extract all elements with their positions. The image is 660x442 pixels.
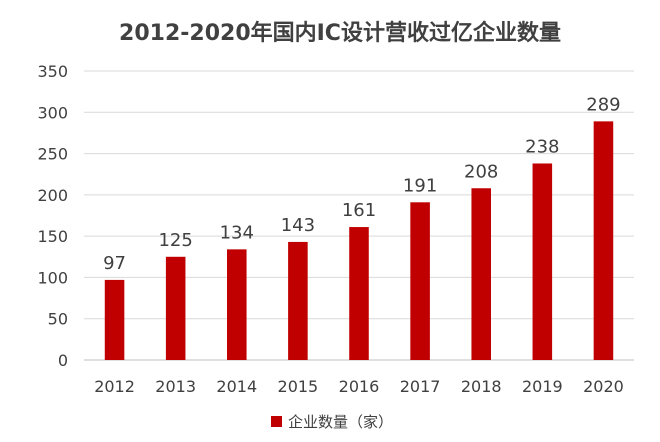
y-tick-label: 200 xyxy=(37,186,68,205)
y-tick-label: 0 xyxy=(58,351,68,370)
bar-series xyxy=(104,121,614,361)
bar-2013 xyxy=(165,256,186,360)
x-tick-label-2016: 2016 xyxy=(339,377,380,396)
legend-label: 企业数量（家） xyxy=(288,413,393,431)
data-label-2012: 97 xyxy=(103,253,126,274)
data-labels: 97 125 134 143 161 191 208 238 289 xyxy=(103,94,621,274)
x-tick-label-2018: 2018 xyxy=(461,377,502,396)
data-label-2016: 161 xyxy=(342,200,376,221)
y-tick-label: 350 xyxy=(37,62,68,81)
x-tick-label-2015: 2015 xyxy=(278,377,319,396)
x-tick-label-2014: 2014 xyxy=(216,377,257,396)
data-label-2020: 289 xyxy=(586,94,620,115)
y-axis-tick-labels: 0 50 100 150 200 250 300 350 xyxy=(37,62,68,370)
data-label-2013: 125 xyxy=(158,230,192,251)
bar-2015 xyxy=(288,241,308,360)
x-tick-label-2017: 2017 xyxy=(400,377,441,396)
y-tick-label: 100 xyxy=(37,268,68,287)
x-tick-label-2020: 2020 xyxy=(583,377,624,396)
x-tick-label-2013: 2013 xyxy=(155,377,196,396)
data-label-2017: 191 xyxy=(403,175,437,196)
data-label-2014: 134 xyxy=(220,222,254,243)
bar-2017 xyxy=(410,202,430,360)
chart-title: 2012-2020年国内IC设计营收过亿企业数量 xyxy=(119,20,561,46)
y-tick-label: 250 xyxy=(37,145,68,164)
data-label-2019: 238 xyxy=(525,136,559,157)
x-axis-tick-labels: 2012 2013 2014 2015 2016 2017 2018 2019 2020 xyxy=(94,377,624,396)
bar-2020 xyxy=(593,121,614,361)
y-tick-label: 300 xyxy=(37,103,68,122)
data-label-2015: 143 xyxy=(281,215,315,236)
legend: 企业数量（家） xyxy=(271,413,393,431)
x-tick-label-2012: 2012 xyxy=(94,377,135,396)
data-label-2018: 208 xyxy=(464,161,498,182)
y-tick-label: 150 xyxy=(37,227,68,246)
bar-2012 xyxy=(104,279,125,360)
x-tick-label-2019: 2019 xyxy=(522,377,563,396)
y-tick-label: 50 xyxy=(48,310,68,329)
legend-swatch xyxy=(271,416,282,427)
bar-2019 xyxy=(532,163,553,360)
bar-2016 xyxy=(349,227,369,360)
bar-2018 xyxy=(471,188,491,360)
bar-2014 xyxy=(227,249,247,360)
